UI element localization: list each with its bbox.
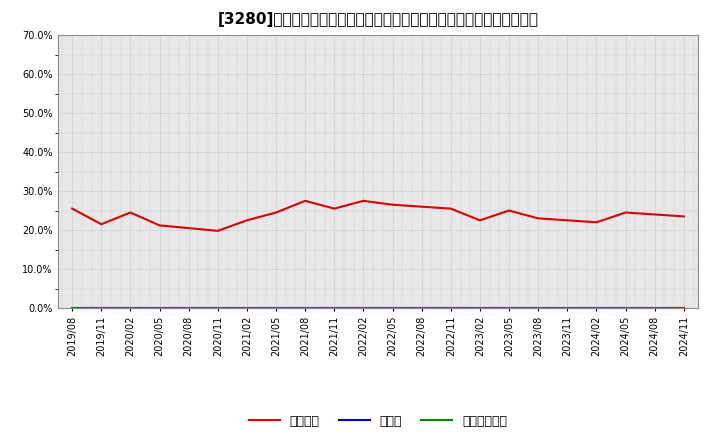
繰延税金資産 bbox=[156, 305, 164, 311]
のれん bbox=[680, 305, 688, 311]
のれん bbox=[592, 305, 600, 311]
繰延税金資産 bbox=[476, 305, 485, 311]
繰延税金資産 bbox=[330, 305, 338, 311]
自己資本 bbox=[243, 218, 251, 223]
自己資本 bbox=[330, 206, 338, 211]
のれん bbox=[97, 305, 106, 311]
自己資本 bbox=[621, 210, 630, 215]
繰延税金資産 bbox=[68, 305, 76, 311]
自己資本 bbox=[650, 212, 659, 217]
繰延税金資産 bbox=[97, 305, 106, 311]
自己資本 bbox=[563, 218, 572, 223]
繰延税金資産 bbox=[563, 305, 572, 311]
繰延税金資産 bbox=[388, 305, 397, 311]
のれん bbox=[446, 305, 455, 311]
自己資本 bbox=[156, 223, 164, 228]
のれん bbox=[650, 305, 659, 311]
自己資本 bbox=[680, 214, 688, 219]
自己資本 bbox=[418, 204, 426, 209]
自己資本 bbox=[301, 198, 310, 203]
繰延税金資産 bbox=[184, 305, 193, 311]
繰延税金資産 bbox=[301, 305, 310, 311]
自己資本 bbox=[68, 206, 76, 211]
Title: [3280]　自己資本、のれん、繰延税金資産の総資産に対する比率の推移: [3280] 自己資本、のれん、繰延税金資産の総資産に対する比率の推移 bbox=[217, 12, 539, 27]
自己資本 bbox=[184, 225, 193, 231]
のれん bbox=[330, 305, 338, 311]
自己資本 bbox=[534, 216, 543, 221]
自己資本 bbox=[505, 208, 513, 213]
のれん bbox=[534, 305, 543, 311]
繰延税金資産 bbox=[271, 305, 280, 311]
繰延税金資産 bbox=[680, 305, 688, 311]
のれん bbox=[156, 305, 164, 311]
自己資本 bbox=[446, 206, 455, 211]
繰延税金資産 bbox=[243, 305, 251, 311]
繰延税金資産 bbox=[534, 305, 543, 311]
のれん bbox=[271, 305, 280, 311]
繰延税金資産 bbox=[126, 305, 135, 311]
のれん bbox=[418, 305, 426, 311]
Line: 自己資本: 自己資本 bbox=[72, 201, 684, 231]
のれん bbox=[243, 305, 251, 311]
のれん bbox=[359, 305, 368, 311]
自己資本 bbox=[388, 202, 397, 207]
自己資本 bbox=[126, 210, 135, 215]
のれん bbox=[213, 305, 222, 311]
繰延税金資産 bbox=[446, 305, 455, 311]
Legend: 自己資本, のれん, 繰延税金資産: 自己資本, のれん, 繰延税金資産 bbox=[243, 410, 513, 433]
のれん bbox=[621, 305, 630, 311]
のれん bbox=[68, 305, 76, 311]
のれん bbox=[301, 305, 310, 311]
のれん bbox=[563, 305, 572, 311]
繰延税金資産 bbox=[359, 305, 368, 311]
自己資本 bbox=[271, 210, 280, 215]
繰延税金資産 bbox=[213, 305, 222, 311]
繰延税金資産 bbox=[650, 305, 659, 311]
のれん bbox=[388, 305, 397, 311]
のれん bbox=[184, 305, 193, 311]
のれん bbox=[126, 305, 135, 311]
繰延税金資産 bbox=[621, 305, 630, 311]
自己資本 bbox=[592, 220, 600, 225]
のれん bbox=[505, 305, 513, 311]
自己資本 bbox=[476, 218, 485, 223]
自己資本 bbox=[359, 198, 368, 203]
繰延税金資産 bbox=[505, 305, 513, 311]
のれん bbox=[476, 305, 485, 311]
自己資本 bbox=[97, 222, 106, 227]
繰延税金資産 bbox=[418, 305, 426, 311]
繰延税金資産 bbox=[592, 305, 600, 311]
自己資本 bbox=[213, 228, 222, 234]
